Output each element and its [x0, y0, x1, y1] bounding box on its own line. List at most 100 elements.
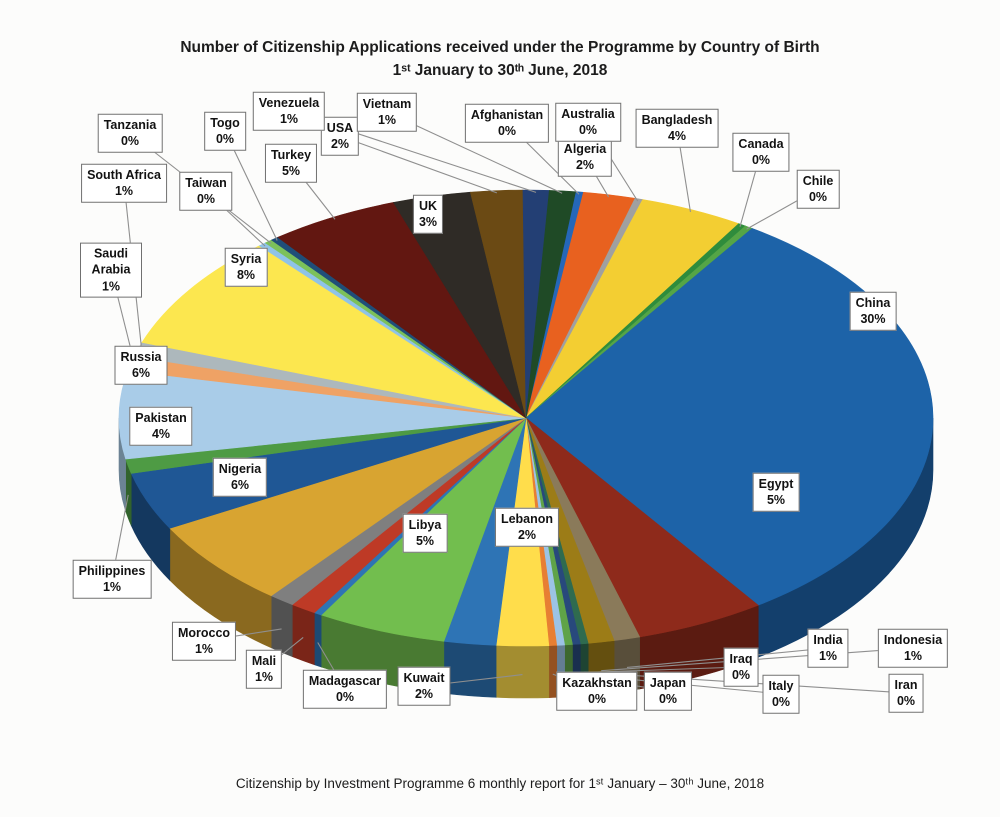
pie-label-percent: 5% [415, 534, 435, 548]
pie-label-percent: 0% [120, 134, 140, 148]
pie-label-percent: 5% [766, 493, 786, 507]
pie-label-morocco: Morocco 1% [171, 621, 237, 661]
pie-label-percent: 0% [751, 153, 771, 167]
pie-label-percent: 0% [808, 190, 828, 204]
pie-label-italy: Italy 0% [762, 674, 800, 714]
pie-label-country: Kazakhstan [562, 675, 632, 690]
pie-label-country: Pakistan [135, 410, 187, 425]
pie-label-country: Chile [802, 173, 834, 188]
pie-wall-lebanon [443, 640, 497, 698]
pie-label-madagascar: Madagascar 0% [302, 669, 388, 709]
pie-label-china: China 30% [849, 291, 897, 331]
pie-label-percent: 2% [575, 158, 595, 172]
pie-label-percent: 0% [771, 695, 791, 709]
pie-label-country: USA [326, 120, 354, 135]
pie-label-country: Afghanistan [470, 107, 544, 122]
pie-label-percent: 30% [860, 312, 886, 326]
pie-slice-vietnam [525, 190, 576, 419]
pie-wall-morocco [270, 595, 293, 658]
pie-label-turkey: Turkey 5% [264, 143, 318, 183]
pie-label-percent: 6% [230, 478, 250, 492]
pie-label-canada: Canada 0% [732, 132, 790, 172]
pie-label-percent: 1% [194, 642, 214, 656]
pie-label-country: Saudi Arabia [91, 246, 131, 277]
pie-label-indonesia: Indonesia 1% [877, 628, 949, 668]
pie-label-percent: 2% [414, 687, 434, 701]
pie-label-country: Libya [408, 517, 442, 532]
pie-label-afghanistan: Afghanistan 0% [464, 103, 550, 143]
pie-label-percent: 1% [114, 184, 134, 198]
pie-label-country: Venezuela [258, 95, 320, 110]
pie-label-country: Japan [649, 675, 687, 690]
pie-label-libya: Libya 5% [402, 513, 448, 553]
pie-label-country: Philippines [78, 563, 146, 578]
pie-label-bangladesh: Bangladesh 4% [635, 108, 719, 148]
pie-label-country: Mali [251, 653, 277, 668]
pie-label-russia: Russia 6% [114, 345, 168, 385]
pie-label-country: Bangladesh [641, 112, 713, 127]
pie-label-percent: 8% [236, 268, 256, 282]
pie-label-tanzania: Tanzania 0% [97, 113, 163, 153]
pie-label-percent: 5% [281, 164, 301, 178]
pie-label-country: Italy [768, 678, 794, 693]
pie-label-country: South Africa [87, 167, 161, 182]
pie-label-country: Tanzania [103, 117, 157, 132]
pie-label-percent: 1% [102, 580, 122, 594]
pie-slice-china [525, 228, 934, 606]
pie-label-vietnam: Vietnam 1% [356, 92, 418, 132]
pie-label-percent: 1% [254, 670, 274, 684]
pie-label-togo: Togo 0% [204, 111, 246, 151]
pie-label-egypt: Egypt 5% [752, 472, 800, 512]
pie-label-japan: Japan 0% [643, 671, 693, 711]
pie-label-country: Australia [561, 106, 615, 121]
pie-label-usa: USA 2% [320, 116, 360, 156]
pie-label-iran: Iran 0% [888, 673, 924, 713]
pie-label-country: Taiwan [185, 175, 227, 190]
pie-label-syria: Syria 8% [224, 247, 268, 287]
pie-label-india: India 1% [807, 628, 849, 668]
pie-label-country: Morocco [177, 625, 231, 640]
pie-label-percent: 6% [131, 366, 151, 380]
pie-label-iraq: Iraq 0% [723, 647, 759, 687]
pie-label-country: Turkey [270, 147, 312, 162]
pie-label-percent: 1% [377, 113, 397, 127]
pie-label-country: Madagascar [308, 673, 382, 688]
pie-label-percent: 1% [279, 112, 299, 126]
pie-label-australia: Australia 0% [555, 102, 621, 142]
pie-label-saudi-arabia: Saudi Arabia 1% [80, 242, 142, 298]
pie-label-percent: 0% [587, 692, 607, 706]
pie-label-percent: 2% [517, 528, 537, 542]
pie-wall-kuwait [495, 645, 550, 699]
pie-label-country: Lebanon [500, 511, 554, 526]
pie-label-uk: UK 3% [412, 194, 444, 234]
pie-label-south-africa: South Africa 1% [81, 163, 167, 203]
pie-label-percent: 0% [578, 123, 598, 137]
pie-wall-madagascar [314, 612, 322, 668]
pie-label-country: Vietnam [362, 96, 412, 111]
pie-label-venezuela: Venezuela 1% [252, 91, 326, 131]
pie-label-kazakhstan: Kazakhstan 0% [556, 671, 638, 711]
pie-label-percent: 3% [418, 215, 438, 229]
pie-label-country: China [855, 295, 891, 310]
pie-label-country: UK [418, 198, 438, 213]
pie-label-philippines: Philippines 1% [72, 559, 152, 599]
pie-label-lebanon: Lebanon 2% [494, 507, 560, 547]
pie-label-percent: 0% [658, 692, 678, 706]
pie-label-country: Syria [230, 251, 262, 266]
pie-label-percent: 0% [196, 192, 216, 206]
pie-label-country: Nigeria [218, 461, 262, 476]
pie-label-country: Iraq [729, 651, 753, 666]
pie-label-percent: 0% [335, 690, 355, 704]
pie-label-taiwan: Taiwan 0% [179, 171, 233, 211]
pie-label-percent: 4% [151, 427, 171, 441]
pie-wall-mali [291, 604, 315, 666]
pie-label-percent: 0% [215, 132, 235, 146]
pie-label-mali: Mali 1% [245, 649, 283, 689]
pie-label-percent: 0% [896, 694, 916, 708]
pie-label-pakistan: Pakistan 4% [129, 406, 193, 446]
leader-line-usa [339, 135, 498, 194]
pie-slice-nigeria [169, 417, 527, 597]
pie-label-country: Indonesia [883, 632, 943, 647]
report-caption: Citizenship by Investment Programme 6 mo… [235, 776, 765, 791]
pie-label-kuwait: Kuwait 2% [397, 666, 451, 706]
